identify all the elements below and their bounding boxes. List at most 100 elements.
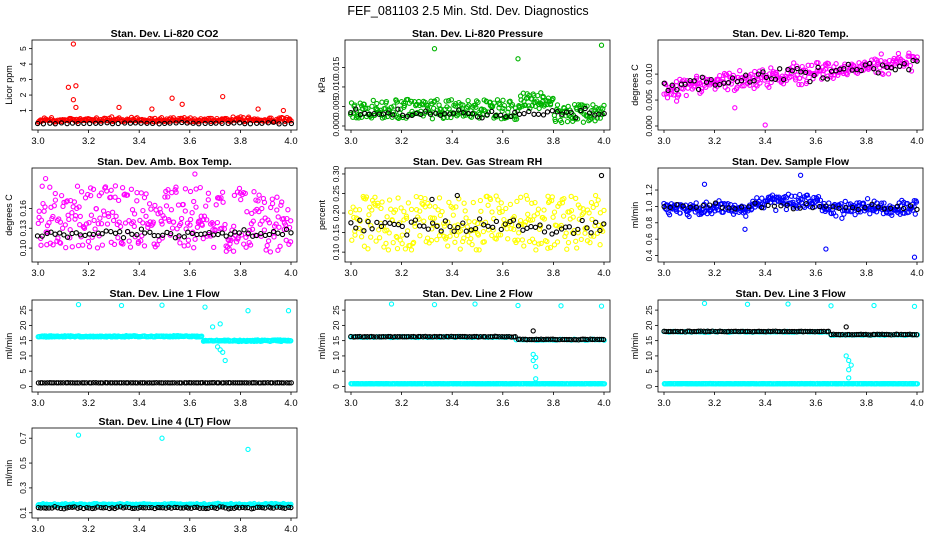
y-tick-label: 0.010 <box>644 63 654 85</box>
data-point <box>57 230 63 236</box>
data-point <box>452 239 458 245</box>
data-point <box>356 207 363 213</box>
y-tick-label: 25 <box>644 305 654 315</box>
data-point <box>50 213 56 220</box>
data-point <box>914 58 920 64</box>
y-tick-label: 0.3 <box>18 482 28 494</box>
data-point <box>230 248 237 254</box>
data-point <box>738 78 745 84</box>
data-point <box>527 217 533 223</box>
data-point <box>674 87 680 93</box>
data-point <box>62 222 68 228</box>
data-point <box>259 504 266 511</box>
y-tick-label: 0.13 <box>18 220 28 237</box>
data-point <box>717 328 723 334</box>
data-point <box>126 238 132 244</box>
data-point <box>544 238 550 245</box>
data-point <box>592 223 598 229</box>
data-point <box>703 79 710 85</box>
series-low <box>348 380 608 387</box>
data-point <box>457 228 464 234</box>
data-point <box>112 194 118 200</box>
data-point <box>791 60 797 66</box>
data-point <box>784 328 790 335</box>
data-point <box>812 329 818 335</box>
data-point <box>431 301 438 308</box>
data-point <box>431 333 438 340</box>
data-point <box>744 328 751 335</box>
y-tick-label: 0.015 <box>331 57 341 79</box>
data-point <box>269 380 275 386</box>
data-point <box>218 195 224 201</box>
data-point <box>423 108 429 114</box>
data-point <box>515 56 521 62</box>
data-point <box>39 380 45 386</box>
data-point <box>69 244 75 250</box>
data-point <box>479 115 485 121</box>
plot-frame <box>31 299 298 393</box>
data-point <box>580 119 587 125</box>
data-point <box>179 119 185 126</box>
data-point <box>221 226 228 232</box>
data-point <box>578 107 584 114</box>
data-point <box>269 200 276 207</box>
data-point <box>217 347 223 353</box>
data-point <box>353 106 359 112</box>
data-point <box>152 202 158 209</box>
data-point <box>894 203 901 209</box>
data-point <box>598 42 605 48</box>
data-point <box>554 102 561 108</box>
data-point <box>489 209 495 215</box>
data-point <box>116 219 122 225</box>
data-point <box>661 91 667 97</box>
y-tick-label: 15 <box>331 336 341 346</box>
data-point <box>759 195 765 201</box>
data-point <box>193 204 199 210</box>
y-tick-label: 0.30 <box>331 165 341 182</box>
y-axis-label: kPa <box>317 77 327 93</box>
data-point <box>363 105 369 111</box>
data-point <box>535 92 541 99</box>
data-point <box>155 504 161 511</box>
data-point <box>139 233 145 239</box>
data-point <box>254 120 260 126</box>
data-point <box>679 328 685 335</box>
data-point <box>531 111 537 117</box>
data-point <box>59 225 66 231</box>
data-point <box>879 70 885 76</box>
y-tick-label: 5 <box>18 369 28 374</box>
data-point <box>465 232 471 239</box>
data-point <box>729 77 735 83</box>
data-point <box>590 204 596 211</box>
x-tick-label: 3.6 <box>809 398 822 409</box>
data-point <box>725 328 732 335</box>
data-point <box>501 102 508 109</box>
data-point <box>255 106 261 112</box>
data-point <box>901 61 907 67</box>
x-tick-label: 3.4 <box>446 398 459 409</box>
data-point <box>747 82 753 88</box>
data-point <box>512 334 518 340</box>
data-point <box>220 380 227 386</box>
data-point <box>275 230 281 236</box>
data-point <box>73 83 79 89</box>
data-point <box>388 206 394 212</box>
data-point <box>434 236 440 243</box>
series-black <box>348 328 607 343</box>
data-point <box>454 192 460 199</box>
data-point <box>274 504 280 510</box>
data-point <box>545 193 551 199</box>
data-point <box>538 336 544 342</box>
data-point <box>541 229 548 235</box>
data-point <box>137 504 143 511</box>
data-point <box>156 237 162 244</box>
data-point <box>41 505 47 511</box>
plot-frame <box>31 39 298 131</box>
data-point <box>87 185 94 191</box>
data-point <box>589 336 595 343</box>
data-point <box>770 328 776 334</box>
data-point <box>273 221 279 227</box>
data-point <box>350 204 356 210</box>
data-point <box>783 77 790 84</box>
data-point <box>140 207 146 214</box>
